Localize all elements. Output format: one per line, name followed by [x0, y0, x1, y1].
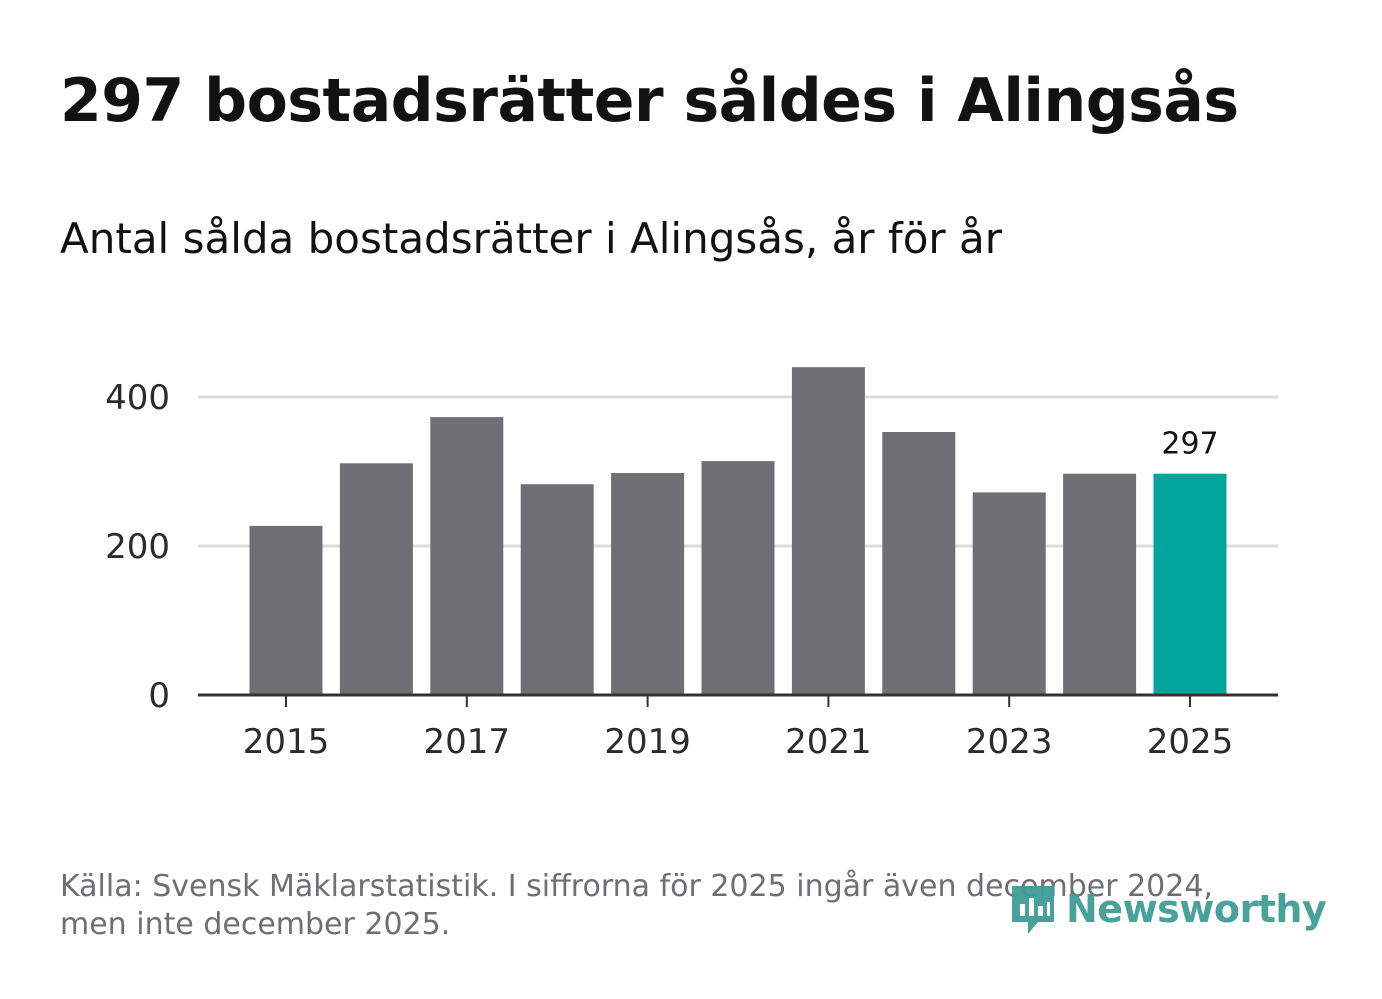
bar-2015: [249, 525, 323, 695]
bar-2024: [1063, 473, 1137, 695]
x-tick-label-2021: 2021: [785, 722, 872, 762]
chart-title: 297 bostadsrätter såldes i Alingsås: [60, 66, 1239, 136]
newsworthy-logo: Newsworthy: [1008, 880, 1327, 938]
bar-2017: [430, 417, 504, 695]
x-tick-label-2023: 2023: [966, 722, 1053, 762]
bar-2025: [1153, 473, 1227, 695]
y-tick-label-0: 0: [148, 676, 170, 716]
x-tick-label-2015: 2015: [243, 722, 330, 762]
bars: [249, 367, 1227, 695]
brand-name: Newsworthy: [1066, 887, 1327, 931]
newsworthy-bar-chart-icon: [1012, 886, 1054, 934]
bar-2021: [791, 367, 865, 695]
axes: [198, 693, 1278, 707]
y-tick-label-200: 200: [105, 527, 170, 567]
bar-2020: [701, 461, 775, 695]
bar-2019: [611, 473, 685, 695]
bar-chart: 0 200 400 297 2015 2017 2019 2021 2023 2025: [105, 367, 1278, 762]
labels: 0 200 400 297 2015 2017 2019 2021 2023 2025: [105, 378, 1233, 762]
bar-2023: [972, 492, 1046, 695]
bar-2022: [882, 432, 956, 695]
data-label-2025: 297: [1161, 427, 1218, 462]
source-line-2: men inte december 2025.: [60, 907, 451, 942]
bar-2016: [339, 463, 413, 695]
bar-2018: [520, 484, 594, 695]
x-tick-label-2017: 2017: [424, 722, 511, 762]
x-tick-label-2025: 2025: [1147, 722, 1234, 762]
y-tick-label-400: 400: [105, 378, 170, 418]
chart-subtitle: Antal sålda bostadsrätter i Alingsås, år…: [60, 214, 1003, 263]
x-tick-label-2019: 2019: [604, 722, 691, 762]
